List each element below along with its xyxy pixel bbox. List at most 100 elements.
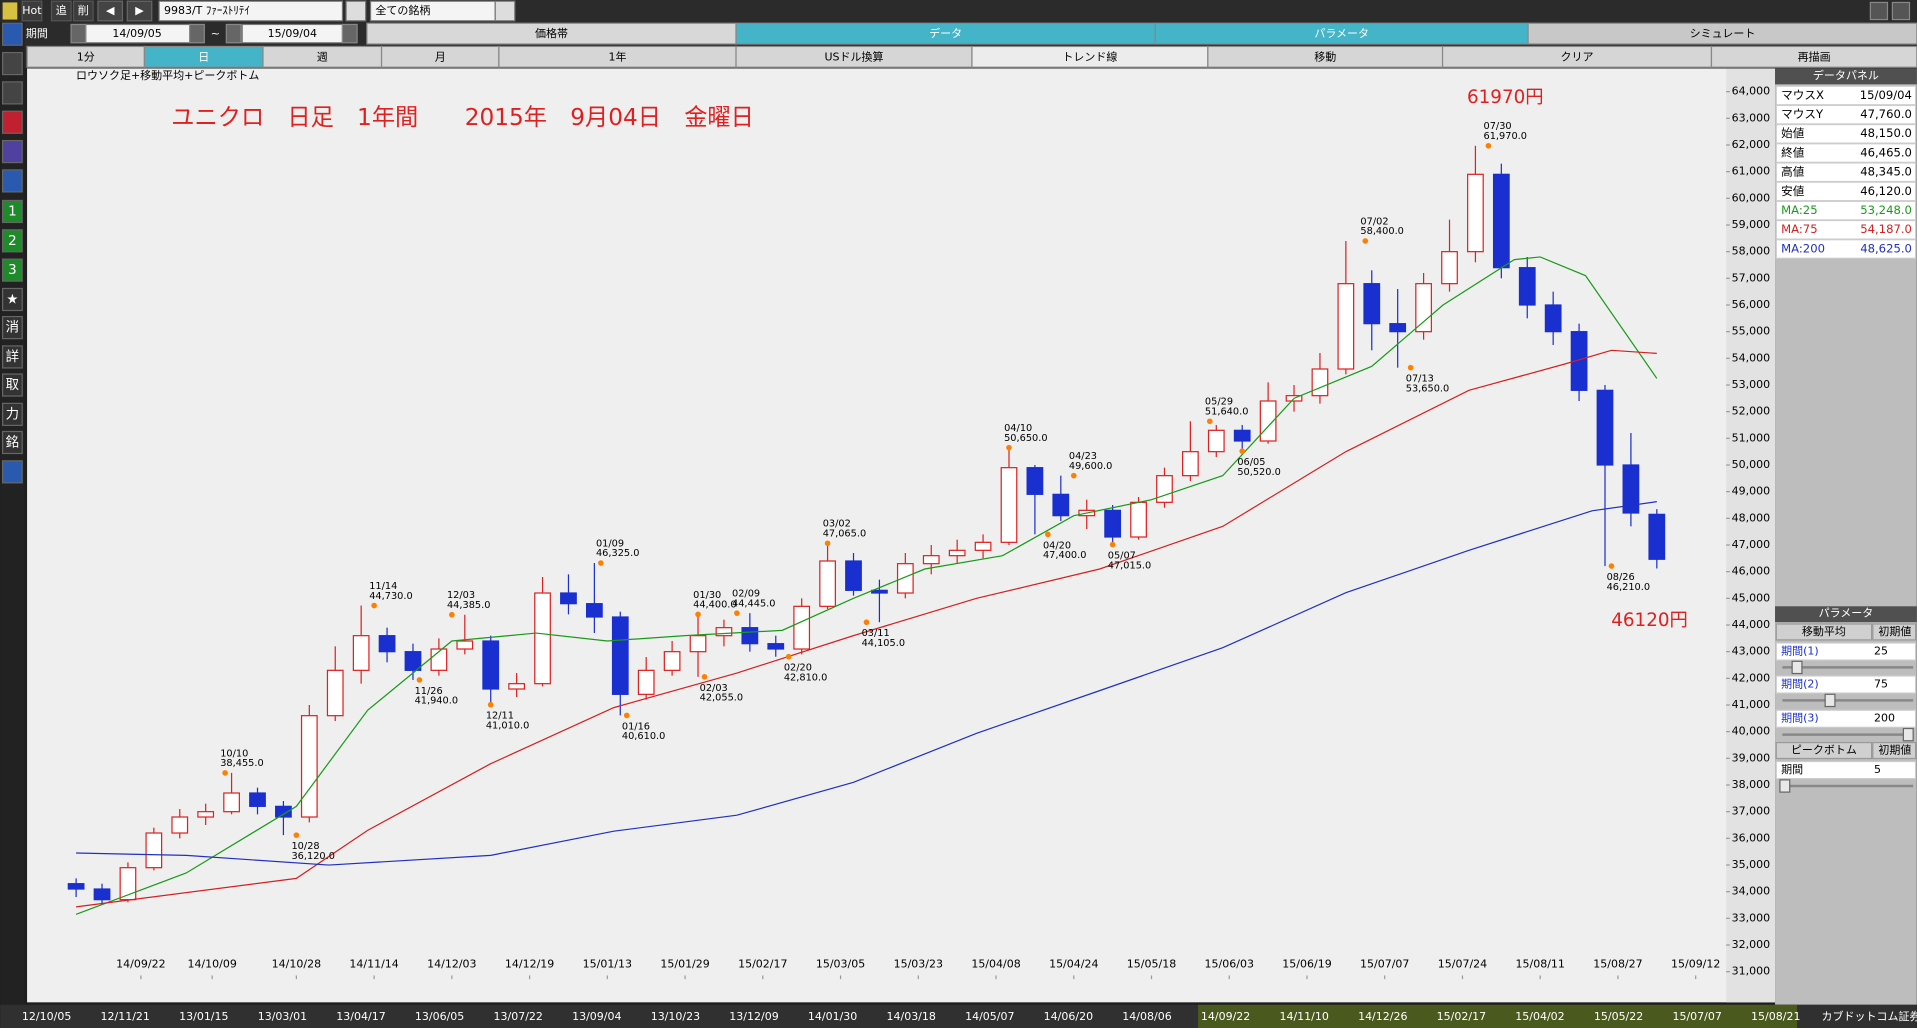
slider-thumb[interactable]: [1902, 727, 1914, 742]
button-label[interactable]: 月: [435, 50, 446, 63]
button-label[interactable]: 移動: [1314, 49, 1336, 63]
arrow[interactable]: ◀: [106, 4, 115, 17]
tool-label[interactable]: ★: [6, 292, 18, 307]
tool-label[interactable]: 詳: [6, 349, 19, 365]
candle-body: [300, 715, 318, 818]
tool-icon[interactable]: [2, 51, 23, 76]
tool-icon[interactable]: [2, 229, 23, 253]
tool-icon[interactable]: [2, 345, 23, 369]
button-label[interactable]: 1分: [77, 50, 95, 63]
tool-label[interactable]: 2: [8, 234, 17, 249]
date-from[interactable]: 14/09/05: [112, 27, 161, 40]
button[interactable]: [50, 0, 72, 22]
peak-dot: [1109, 541, 1116, 548]
tool-icon[interactable]: [2, 258, 23, 282]
button-label[interactable]: クリア: [1561, 50, 1594, 63]
peak-dot: [1006, 444, 1012, 451]
param-value[interactable]: 25: [1874, 645, 1888, 658]
param-value[interactable]: 5: [1874, 763, 1881, 776]
spin-button[interactable]: [225, 23, 242, 44]
button[interactable]: [126, 0, 153, 22]
dropdown[interactable]: [494, 0, 516, 22]
tool-label[interactable]: 取: [6, 378, 19, 393]
tool-icon[interactable]: [2, 315, 23, 340]
button-label[interactable]: 日: [198, 50, 209, 63]
icon[interactable]: [2, 2, 18, 20]
tool-icon[interactable]: [2, 139, 23, 164]
spin-button[interactable]: [341, 23, 358, 44]
tool-label[interactable]: 消: [6, 320, 19, 336]
toolbar-button[interactable]: 削: [78, 3, 89, 17]
candle-body: [508, 683, 526, 690]
panel-row: [1775, 143, 1917, 163]
toolbar-button[interactable]: Hot: [22, 4, 42, 17]
button-label[interactable]: トレンド線: [1062, 49, 1117, 63]
button-label[interactable]: USドル換算: [824, 49, 883, 63]
tab-label[interactable]: 価格帯: [535, 26, 568, 40]
window-button[interactable]: [1869, 1, 1889, 21]
tab-label[interactable]: パラメータ: [1314, 27, 1369, 40]
separator: ~: [211, 27, 220, 40]
candle-body: [819, 560, 836, 607]
dropdown[interactable]: [345, 0, 367, 22]
panel-label: 始値: [1781, 126, 1805, 140]
scroll-date: 15/02/17: [1437, 1010, 1486, 1023]
candle-body: [171, 816, 189, 834]
tab-label[interactable]: シミュレート: [1690, 27, 1756, 40]
button[interactable]: [72, 0, 94, 22]
symbol[interactable]: 9983/T ﾌｧｰｽﾄﾘﾃｲ: [164, 4, 250, 17]
peak-date: 03/02: [823, 519, 851, 530]
scroll-thumb[interactable]: [1198, 1004, 1798, 1028]
slider-thumb[interactable]: [1824, 693, 1836, 708]
tool-label[interactable]: 力: [6, 406, 19, 422]
tool-icon[interactable]: [2, 287, 23, 312]
peak-dot: [695, 611, 701, 618]
tool-icon[interactable]: [2, 110, 23, 134]
tool-icon[interactable]: [2, 199, 23, 224]
panel-row: [1775, 104, 1917, 125]
button-label[interactable]: 1年: [608, 49, 626, 63]
date-to[interactable]: 15/09/04: [268, 27, 317, 40]
button[interactable]: [97, 0, 124, 22]
peak-date: 08/26: [1607, 572, 1635, 583]
panel-row: [1775, 181, 1917, 202]
tool-icon[interactable]: [2, 373, 23, 397]
arrow[interactable]: ▶: [135, 4, 144, 17]
x-tick-label: 14/09/22: [116, 957, 165, 970]
settings-icon[interactable]: [2, 460, 23, 484]
section-default[interactable]: 初期値: [1878, 743, 1911, 757]
candle-body: [482, 640, 500, 690]
spin-button[interactable]: [70, 23, 87, 44]
slider-thumb[interactable]: [1791, 660, 1803, 675]
market[interactable]: 全ての銘柄: [375, 3, 430, 17]
section-default[interactable]: 初期値: [1878, 624, 1911, 638]
y-tick-label: 33,000: [1732, 911, 1771, 924]
param-value[interactable]: 75: [1874, 678, 1888, 691]
candle-body: [560, 592, 577, 605]
tool-icon[interactable]: [2, 81, 23, 105]
param-value[interactable]: 200: [1874, 712, 1895, 725]
slider-thumb[interactable]: [1779, 779, 1791, 793]
tool-label[interactable]: 3: [8, 263, 17, 278]
panel-label: 安値: [1781, 184, 1805, 198]
symbol-box[interactable]: [158, 0, 344, 22]
tool-label[interactable]: 1: [8, 204, 17, 219]
window-button[interactable]: [1891, 1, 1911, 21]
tool-icon[interactable]: [2, 22, 23, 46]
tool-icon[interactable]: [2, 402, 23, 426]
peak-label: 36,120.0: [291, 851, 335, 862]
param-label: 期間: [1781, 763, 1803, 776]
candle-body: [456, 640, 474, 650]
section-header[interactable]: [1872, 623, 1917, 641]
tool-icon[interactable]: [2, 430, 23, 455]
button-label[interactable]: 再描画: [1798, 49, 1831, 63]
button[interactable]: [21, 0, 43, 22]
button-label[interactable]: 週: [317, 50, 328, 63]
spin-button[interactable]: [189, 23, 205, 44]
tool-icon[interactable]: [2, 169, 23, 193]
candle-body: [1518, 267, 1536, 306]
toolbar-button[interactable]: 追: [56, 3, 67, 17]
section-header[interactable]: [1872, 741, 1917, 760]
tab-label[interactable]: データ: [929, 26, 962, 40]
tool-label[interactable]: 銘: [6, 434, 19, 450]
